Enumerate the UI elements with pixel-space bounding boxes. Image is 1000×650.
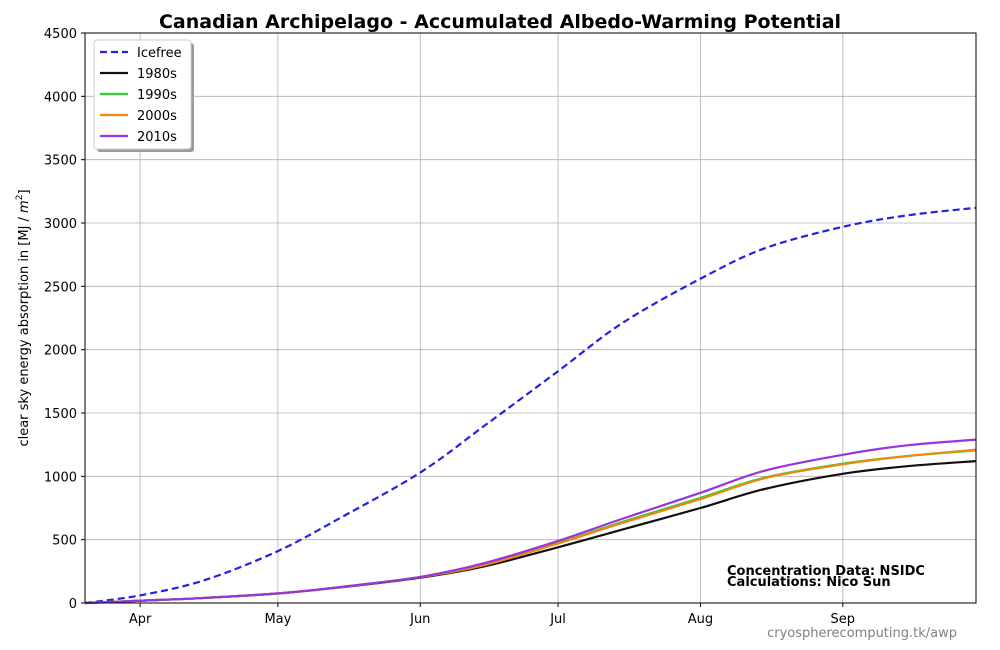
x-tick-label: May [264,612,291,627]
legend-label-1990s: 1990s [137,88,177,103]
x-tick-label: Jul [549,612,566,627]
y-tick-label: 4000 [44,90,77,105]
legend-entries: Icefree 1980s 1990s 2000s 2010s [100,46,182,145]
legend-label-1980s: 1980s [137,67,177,82]
x-tick-label: Aug [688,612,713,627]
legend-box [93,39,192,150]
annotation-data-source: Concentration Data: NSIDC [727,564,925,579]
series-line-2010s [84,438,977,605]
y-tick-label: 3500 [44,154,77,169]
y-tick-label: 500 [52,534,77,549]
series-line-icefree [84,206,977,605]
y-tick-label: 1000 [44,470,77,485]
x-tick-label: Apr [129,612,152,627]
y-tick-label: 3000 [44,217,77,232]
legend-label-2000s: 2000s [137,109,177,124]
chart-title: Canadian Archipelago - Accumulated Albed… [159,11,841,33]
y-tick-label: 0 [69,597,77,612]
annotation-calculations: Calculations: Nico Sun [727,575,891,590]
x-tick-label: Sep [831,612,856,627]
legend-label-icefree: Icefree [137,46,182,61]
y-tick-label: 2000 [44,344,77,359]
y-tick-label: 4500 [44,27,77,42]
y-tick-label: 1500 [44,407,77,422]
legend-label-2010s: 2010s [137,130,177,145]
x-tick-label: Jun [409,612,430,627]
legend: Icefree 1980s 1990s 2000s 2010s [93,39,194,152]
x-axis-ticks: Apr May Jun Jul Aug Sep [129,603,855,627]
plot-frame [84,32,977,604]
grid-layer [85,32,976,604]
y-tick-label: 2500 [44,280,77,295]
y-axis-ticks: 0 500 1000 1500 2000 2500 3000 3500 4000 4500 [44,27,85,612]
series-layer [84,206,977,605]
y-axis-label: clear sky energy absorption in [MJ / m2] [15,189,32,446]
footer-url: cryospherecomputing.tk/awp [767,626,957,641]
